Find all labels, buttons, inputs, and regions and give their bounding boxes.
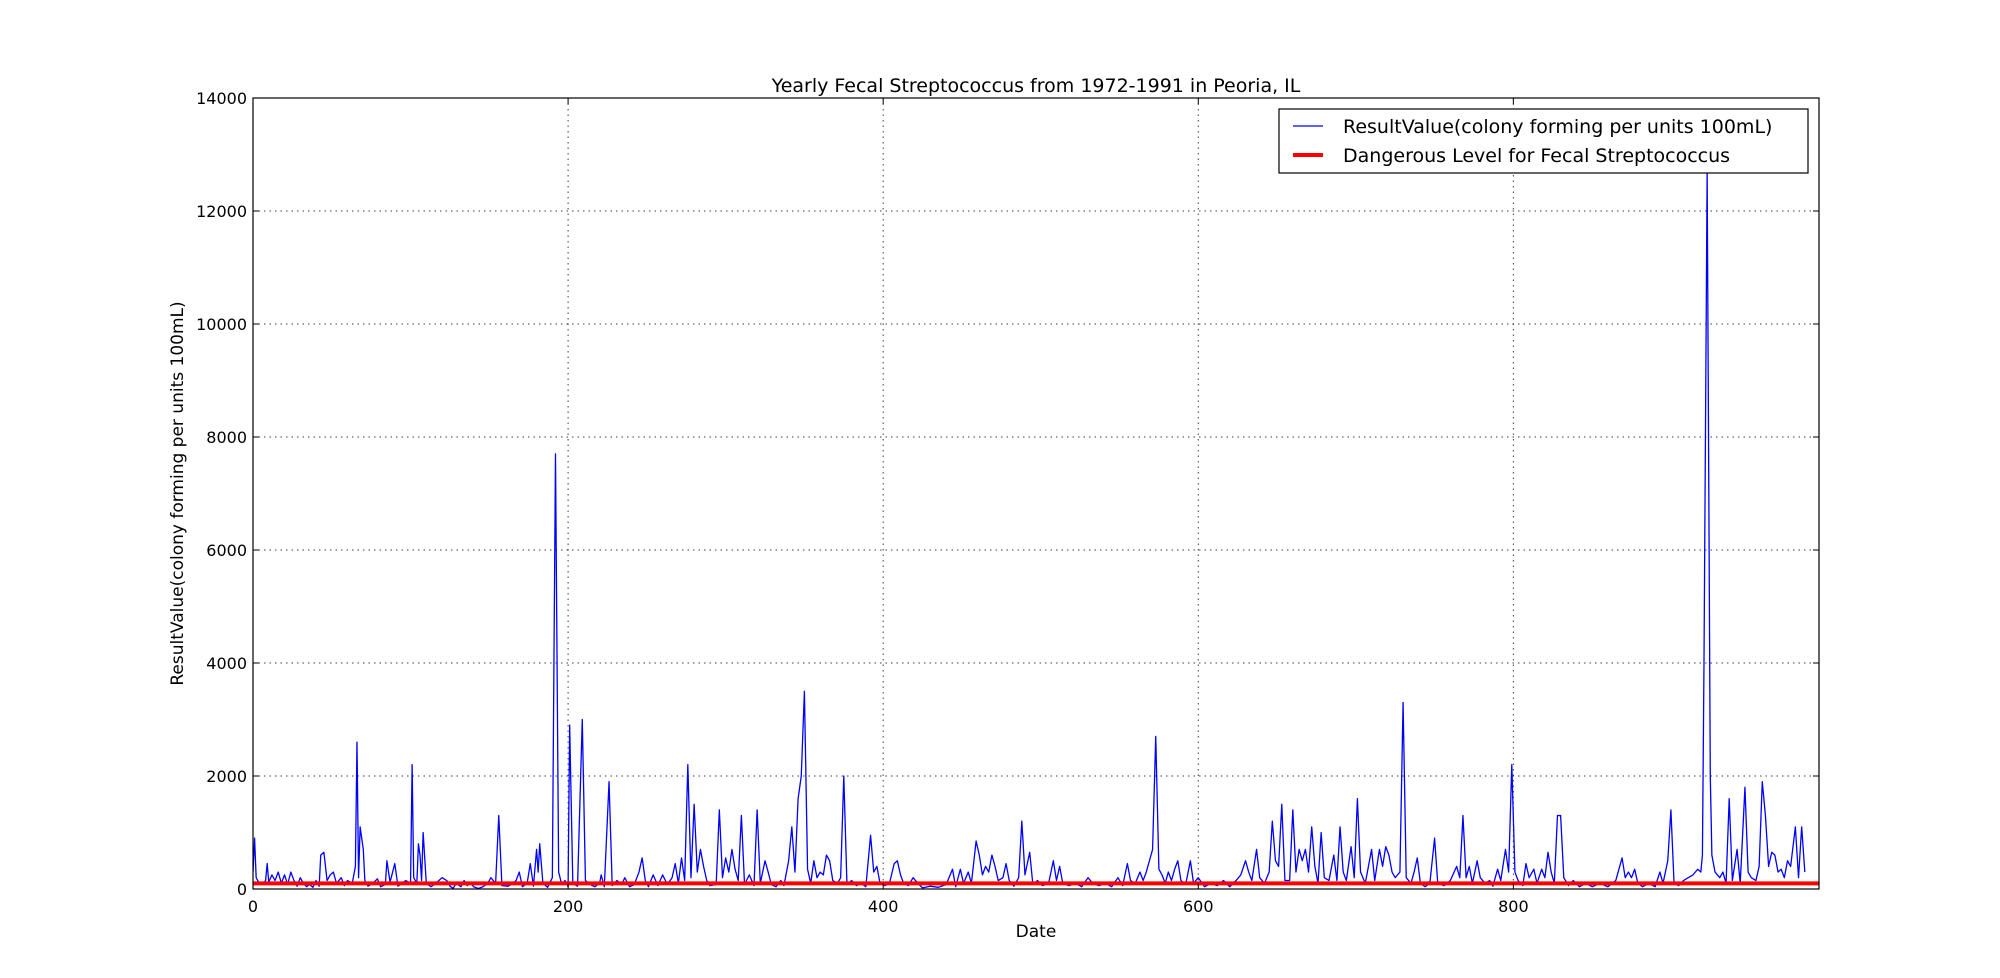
x-tick-label: 200 — [553, 897, 584, 916]
x-tick-label: 800 — [1498, 897, 1529, 916]
y-tick-label: 4000 — [206, 654, 247, 673]
chart-title: Yearly Fecal Streptococcus from 1972-199… — [771, 75, 1301, 97]
y-tick-label: 6000 — [206, 541, 247, 560]
x-axis-label: Date — [1016, 922, 1057, 942]
plot-area — [253, 170, 1819, 889]
legend: ResultValue(colony forming per units 100… — [1278, 108, 1809, 174]
plot-frame — [252, 97, 1820, 890]
y-tick-label: 10000 — [196, 315, 247, 334]
legend-box — [1278, 108, 1809, 174]
y-tick-label: 2000 — [206, 767, 247, 786]
legend-label-result-value: ResultValue(colony forming per units 100… — [1343, 116, 1772, 138]
grid — [253, 98, 1819, 889]
y-axis-label: ResultValue(colony forming per units 100… — [168, 301, 188, 685]
x-tick-label: 600 — [1183, 897, 1214, 916]
x-tick-label: 400 — [868, 897, 899, 916]
x-tick-label: 0 — [248, 897, 258, 916]
y-tick-label: 8000 — [206, 428, 247, 447]
legend-label-dangerous-level: Dangerous Level for Fecal Streptococcus — [1343, 145, 1730, 167]
y-tick-label: 14000 — [196, 89, 247, 108]
axis-ticks: 0 200 400 600 800020004000600080001000012000… — [196, 89, 1819, 916]
y-tick-label: 0 — [237, 880, 247, 899]
y-tick-label: 12000 — [196, 202, 247, 221]
